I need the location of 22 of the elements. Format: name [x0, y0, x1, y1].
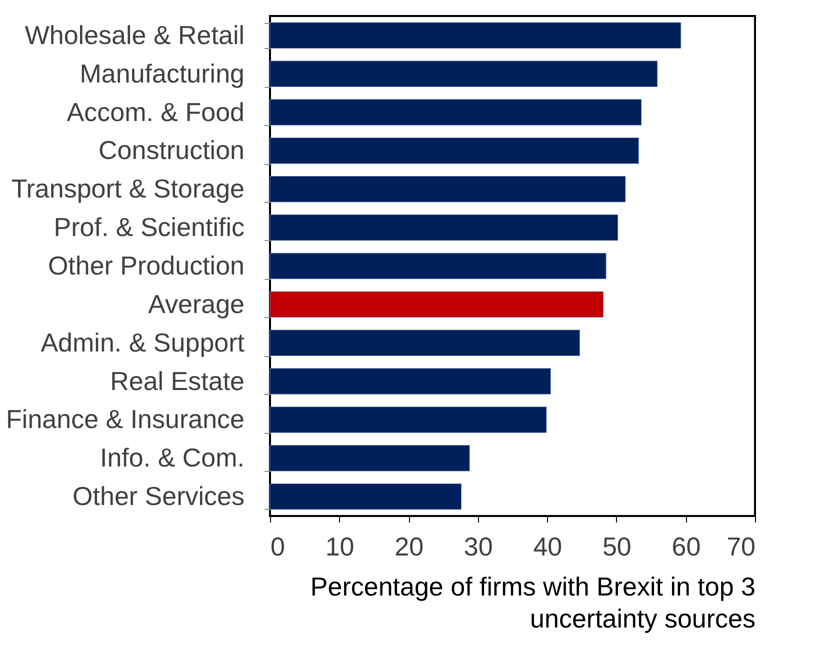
x-tick-label: 0 — [270, 532, 285, 562]
y-tick-label: Other Services — [72, 481, 244, 512]
y-tick-label: Wholesale & Retail — [24, 20, 244, 50]
x-tick-label: 30 — [464, 532, 493, 562]
x-axis-title: Percentage of firms with Brexit in top 3 uncertainty sources — [310, 572, 756, 634]
x-tick-label: 60 — [672, 532, 701, 562]
x-tick-label: 50 — [602, 532, 632, 562]
y-tick-label: Transport & Storage — [11, 174, 244, 204]
y-tick-label: Other Production — [48, 250, 244, 280]
x-tick-label: 40 — [533, 532, 562, 562]
x-tick-label: 20 — [394, 532, 424, 562]
y-tick-label: Admin. & Support — [40, 327, 246, 358]
y-tick-label: Manufacturing — [80, 58, 244, 88]
y-tick-label: Average — [148, 288, 244, 319]
y-tick-label: Prof. & Scientific — [54, 212, 244, 242]
x-tick-label: 70 — [726, 532, 756, 562]
y-tick-label: Construction — [98, 135, 244, 166]
y-tick-label: Accom. & Food — [66, 96, 244, 127]
y-tick-label: Finance & Insurance — [6, 404, 244, 434]
x-tick-label: 10 — [325, 532, 354, 562]
y-tick-label: Real Estate — [110, 366, 244, 396]
y-tick-label: Info. & Com. — [100, 442, 244, 473]
